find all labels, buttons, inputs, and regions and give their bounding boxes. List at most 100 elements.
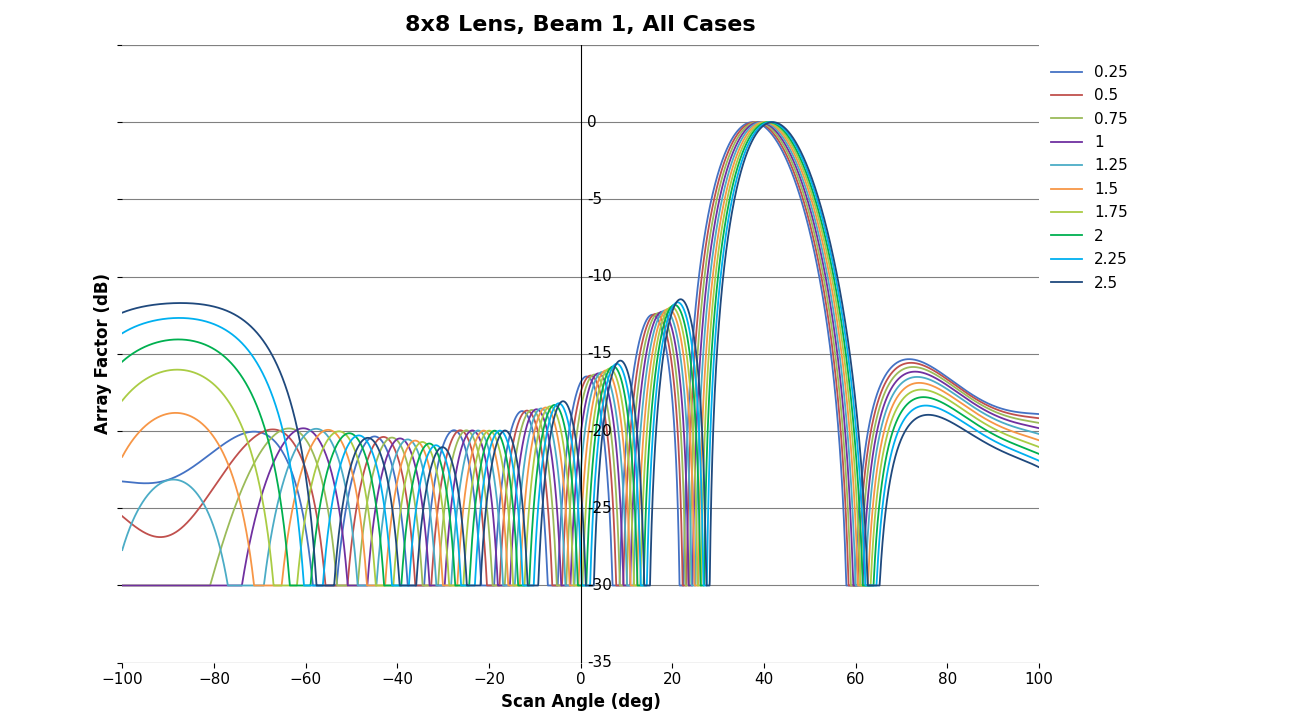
Line: 1.25: 1.25	[122, 122, 1039, 585]
2	[711, 267, 727, 276]
0.25	[465, 481, 481, 489]
2	[1031, 449, 1047, 458]
2.5	[711, 325, 727, 333]
1	[752, 118, 767, 126]
1.25	[465, 431, 481, 439]
0.25	[1031, 409, 1047, 418]
0.5	[665, 363, 681, 372]
2	[281, 568, 297, 577]
0.25	[745, 118, 761, 126]
2.25	[296, 581, 311, 590]
2.5	[765, 118, 781, 126]
1	[281, 432, 297, 441]
1.25	[219, 581, 235, 590]
1.5	[281, 524, 297, 533]
Line: 0.5: 0.5	[122, 122, 1039, 585]
Y-axis label: Array Factor (dB): Array Factor (dB)	[93, 273, 112, 434]
2.5	[665, 307, 681, 316]
1.75	[281, 581, 297, 590]
1.5	[869, 470, 884, 479]
2.25	[762, 118, 778, 126]
1.5	[1031, 436, 1047, 444]
0.25	[665, 394, 681, 403]
0.5	[281, 433, 297, 441]
1.75	[758, 118, 774, 126]
1.75	[665, 303, 681, 311]
0.5	[114, 512, 130, 521]
Text: -5: -5	[587, 192, 603, 207]
1	[799, 192, 815, 201]
0.75	[465, 431, 481, 440]
0.25	[869, 392, 884, 401]
0.25	[114, 477, 130, 486]
2.5	[465, 581, 481, 590]
0.25	[281, 460, 297, 469]
X-axis label: Scan Angle (deg): Scan Angle (deg)	[501, 693, 661, 711]
Line: 0.25: 0.25	[122, 122, 1039, 585]
2	[114, 357, 130, 366]
1.75	[465, 476, 481, 485]
2.25	[465, 581, 481, 590]
0.5	[748, 118, 763, 126]
2.25	[711, 293, 727, 301]
2.25	[799, 165, 815, 174]
1.5	[757, 118, 773, 126]
Text: -35: -35	[587, 656, 612, 670]
1.25	[281, 460, 297, 469]
2.25	[114, 329, 130, 338]
0.5	[869, 403, 884, 412]
1.25	[869, 449, 884, 457]
1	[711, 200, 727, 208]
0.5	[799, 207, 815, 216]
1.5	[711, 228, 727, 237]
2.5	[1031, 463, 1047, 472]
Line: 2.5: 2.5	[122, 122, 1039, 585]
1.25	[711, 213, 727, 221]
1.25	[799, 186, 815, 195]
1	[869, 431, 884, 440]
Text: -30: -30	[587, 578, 612, 593]
2	[869, 535, 884, 544]
1.75	[869, 498, 884, 507]
1.75	[265, 581, 281, 590]
Title: 8x8 Lens, Beam 1, All Cases: 8x8 Lens, Beam 1, All Cases	[405, 15, 756, 35]
1.75	[114, 396, 130, 405]
2.5	[281, 392, 297, 401]
1.5	[114, 452, 130, 461]
Text: -25: -25	[587, 501, 612, 515]
2	[665, 301, 681, 310]
1	[1031, 424, 1047, 433]
2.5	[309, 581, 325, 590]
2	[283, 581, 298, 590]
0.5	[465, 449, 481, 457]
Legend: 0.25, 0.5, 0.75, 1, 1.25, 1.5, 1.75, 2, 2.25, 2.5: 0.25, 0.5, 0.75, 1, 1.25, 1.5, 1.75, 2, …	[1051, 65, 1127, 290]
2.25	[665, 303, 681, 311]
1.25	[114, 546, 130, 555]
0.75	[799, 199, 815, 208]
0.75	[749, 118, 765, 126]
2.25	[869, 581, 884, 590]
0.5	[1031, 414, 1047, 423]
2.25	[281, 453, 297, 462]
0.75	[711, 188, 727, 197]
1.25	[754, 118, 770, 126]
0.5	[318, 581, 334, 590]
2.25	[1031, 457, 1047, 465]
0.75	[664, 340, 679, 348]
0.75	[114, 581, 130, 590]
2.5	[869, 581, 884, 590]
1.25	[665, 314, 681, 323]
2	[799, 169, 815, 178]
Line: 1: 1	[122, 122, 1039, 585]
0.25	[799, 215, 815, 224]
1.75	[711, 246, 727, 255]
1.25	[1031, 430, 1047, 439]
Text: -10: -10	[587, 269, 612, 284]
1.75	[799, 174, 815, 183]
0.25	[305, 581, 321, 590]
Text: 0: 0	[587, 115, 597, 130]
1.5	[665, 307, 681, 316]
0.75	[1031, 419, 1047, 428]
1.5	[465, 446, 481, 455]
2.5	[799, 160, 815, 169]
